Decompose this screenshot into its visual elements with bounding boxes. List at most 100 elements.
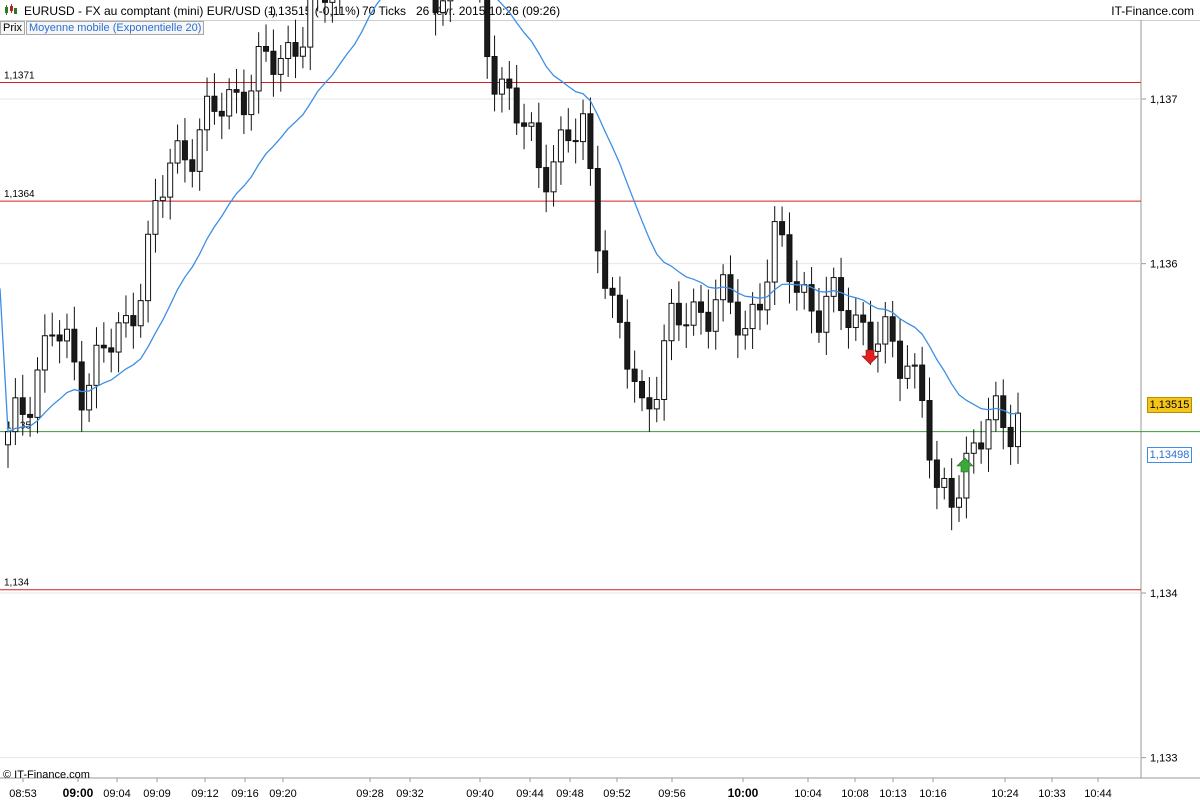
candle-body [734, 301, 741, 336]
x-tick-label: 09:56 [658, 788, 686, 800]
candle-body [653, 398, 660, 410]
candle-body [550, 161, 557, 193]
candle-body [181, 140, 188, 161]
y-tick-label: 1,137 [1150, 94, 1178, 106]
candle-body [580, 113, 587, 143]
candle-body [167, 162, 174, 198]
x-tick-label: 10:24 [991, 788, 1019, 800]
ticks-label: 70 Ticks [362, 4, 407, 18]
candle-body [521, 122, 528, 127]
last-change: 1,13515 (-0,11%) [268, 4, 360, 18]
level-label: 1,134 [4, 578, 29, 589]
candle-body [845, 310, 852, 329]
candle-body [71, 328, 78, 363]
x-tick-label: 09:48 [556, 788, 584, 800]
x-tick-label: 09:12 [191, 788, 219, 800]
candle-body [27, 413, 34, 418]
candle-body [108, 347, 115, 353]
candle-body [602, 250, 609, 289]
x-tick-label: 09:28 [356, 788, 384, 800]
x-tick-label: 09:09 [143, 788, 171, 800]
candle-body [263, 46, 270, 52]
candle-body [970, 442, 977, 454]
candle-body [933, 459, 940, 488]
candle-body [661, 340, 668, 400]
x-tick-label: 10:33 [1038, 788, 1066, 800]
candle-body [152, 200, 159, 235]
candle-body [889, 316, 896, 342]
candle-body [196, 129, 203, 172]
candle-body [749, 303, 756, 330]
candle-body [19, 397, 26, 415]
x-tick-label: 09:00 [63, 786, 94, 800]
candle-body [557, 129, 564, 163]
x-tick-label: 10:13 [879, 788, 907, 800]
candle-body [63, 328, 70, 342]
copyright: © IT-Finance.com [3, 769, 90, 781]
candle-body [808, 284, 815, 312]
legend-moving-average[interactable]: Moyenne mobile (Exponentielle 20) [25, 21, 205, 35]
candle-body [285, 42, 292, 59]
candle-body [904, 365, 911, 379]
candle-body [756, 303, 763, 311]
candle-body [270, 50, 277, 75]
candle-body [78, 361, 85, 411]
ma-value-tag: 1,13498 [1147, 446, 1192, 463]
x-tick-label: 10:00 [728, 786, 759, 800]
candle-body [277, 57, 284, 75]
x-tick-label: 09:16 [231, 788, 259, 800]
candle-body [292, 42, 299, 57]
candle-body [248, 90, 255, 116]
candle-body [491, 55, 498, 95]
candle-body [941, 477, 948, 488]
candle-body [233, 89, 240, 93]
candle-body [322, 0, 329, 3]
candle-body [240, 91, 247, 116]
legend: Prix Moyenne mobile (Exponentielle 20) [0, 21, 205, 35]
x-tick-label: 09:04 [103, 788, 131, 800]
y-tick-label: 1,133 [1150, 753, 1178, 765]
candle-body [218, 110, 225, 117]
x-tick-label: 09:32 [396, 788, 424, 800]
x-tick-label: 09:20 [269, 788, 297, 800]
candle-body [189, 159, 196, 172]
candle-body [5, 431, 11, 446]
candle-body [705, 311, 712, 332]
candle-body [815, 310, 822, 333]
legend-price[interactable]: Prix [0, 21, 25, 35]
candle-body [675, 302, 682, 326]
candle-body [299, 46, 306, 57]
candle-body [690, 301, 697, 326]
candle-body [594, 168, 601, 252]
candle-body [204, 95, 211, 131]
candle-body [86, 384, 93, 411]
candle-body [484, 0, 491, 57]
y-tick-label: 1,136 [1150, 259, 1178, 271]
candle-body [498, 78, 505, 95]
candle-body [115, 322, 122, 353]
candle-body [528, 122, 535, 127]
candle-body [255, 46, 262, 92]
candle-body [226, 89, 233, 117]
level-label: 1,1364 [4, 189, 35, 200]
level-label: 1,1371 [4, 71, 35, 82]
candle-body [683, 324, 690, 327]
candle-body [978, 442, 985, 450]
candle-body [609, 287, 616, 296]
candle-body [93, 344, 100, 386]
candle-body [779, 221, 786, 236]
candle-body [926, 400, 933, 461]
candle-body [712, 299, 719, 332]
sell-arrow-icon [861, 349, 879, 365]
brand-label: IT-Finance.com [1111, 4, 1194, 18]
candle-body [786, 234, 793, 283]
candle-body [41, 335, 48, 371]
candle-body [874, 343, 881, 352]
candle-body [137, 300, 144, 327]
candle-body [535, 122, 542, 169]
candle-body [1015, 412, 1021, 448]
candle-body [159, 196, 166, 202]
buy-arrow-icon [956, 457, 974, 473]
candle-body [565, 129, 572, 142]
